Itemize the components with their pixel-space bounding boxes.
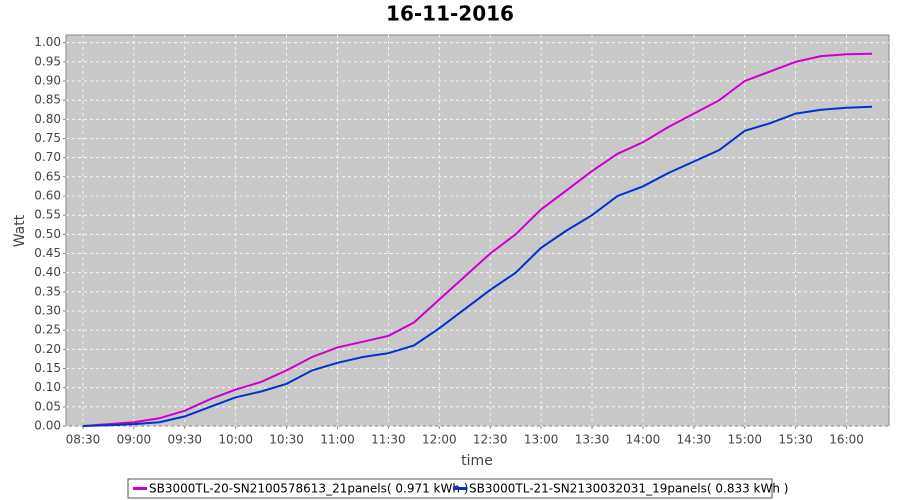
- y-tick-label: 0.00: [34, 419, 61, 433]
- y-tick-label: 0.95: [34, 54, 61, 68]
- x-tick-label: 13:30: [575, 433, 610, 447]
- x-tick-label: 13:00: [524, 433, 559, 447]
- y-tick-label: 0.35: [34, 284, 61, 298]
- x-axis-label: time: [461, 453, 493, 469]
- y-tick-label: 1.00: [34, 35, 61, 49]
- y-tick-label: 0.25: [34, 323, 61, 337]
- y-tick-label: 0.70: [34, 150, 61, 164]
- legend: [127, 478, 773, 499]
- x-tick-label: 10:00: [218, 433, 253, 447]
- y-tick-label: 0.10: [34, 380, 61, 394]
- y-tick-label: 0.55: [34, 208, 61, 222]
- y-axis-label: Watt: [12, 214, 28, 247]
- y-tick-label: 0.45: [34, 246, 61, 260]
- y-tick-label: 0.75: [34, 131, 61, 145]
- y-tick-label: 0.15: [34, 361, 61, 375]
- x-tick-label: 16:00: [829, 433, 864, 447]
- y-tick-label: 0.50: [34, 227, 61, 241]
- y-tick-label: 0.90: [34, 74, 61, 88]
- plot-area: [65, 34, 890, 427]
- chart-title: 16-11-2016: [386, 2, 514, 26]
- legend-label: SB3000TL-21-SN2130032031_19panels( 0.833…: [469, 482, 788, 496]
- x-tick-label: 10:30: [269, 433, 304, 447]
- y-tick-label: 0.85: [34, 93, 61, 107]
- x-tick-label: 11:30: [371, 433, 406, 447]
- x-tick-label: 15:00: [727, 433, 762, 447]
- x-tick-label: 12:00: [422, 433, 457, 447]
- series-line: [82, 52, 873, 427]
- x-tick-label: 14:00: [626, 433, 661, 447]
- x-tick-label: 15:30: [778, 433, 813, 447]
- y-tick-label: 0.20: [34, 342, 61, 356]
- x-tick-label: 09:00: [117, 433, 152, 447]
- x-tick-label: 08:30: [66, 433, 101, 447]
- y-tick-label: 0.80: [34, 112, 61, 126]
- x-tick-label: 11:00: [320, 433, 355, 447]
- y-tick-label: 0.40: [34, 265, 61, 279]
- x-tick-label: 14:30: [677, 433, 712, 447]
- y-tick-label: 0.05: [34, 399, 61, 413]
- x-tick-label: 12:30: [473, 433, 508, 447]
- series-line: [82, 105, 873, 427]
- y-tick-label: 0.30: [34, 304, 61, 318]
- y-tick-label: 0.65: [34, 169, 61, 183]
- y-tick-label: 0.60: [34, 189, 61, 203]
- x-tick-label: 09:30: [167, 433, 202, 447]
- legend-label: SB3000TL-20-SN2100578613_21panels( 0.971…: [149, 482, 468, 496]
